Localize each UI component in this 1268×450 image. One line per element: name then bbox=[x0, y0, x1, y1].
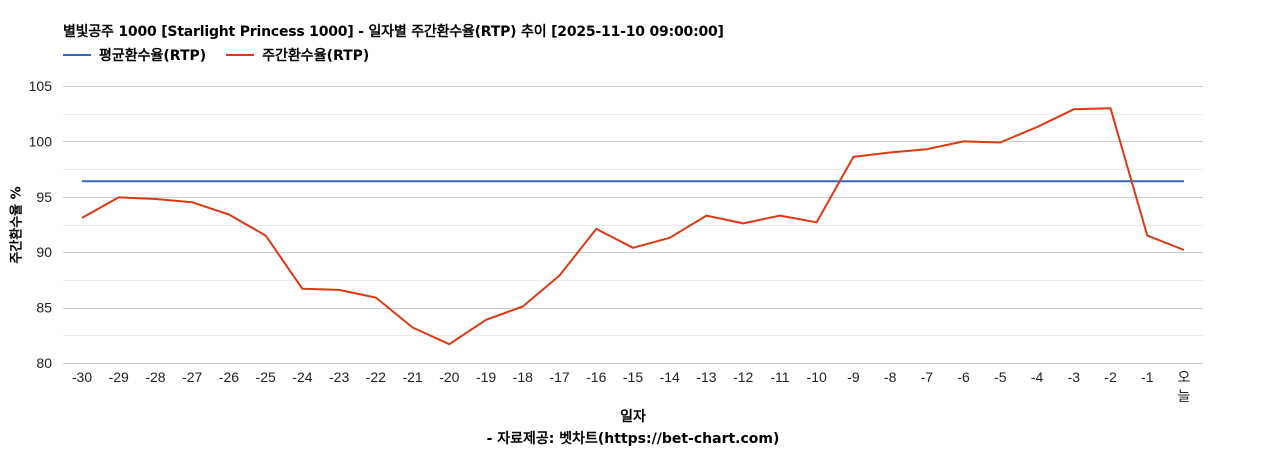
x-tick-label: -18 bbox=[513, 369, 533, 385]
x-tick-label: 오 bbox=[1178, 369, 1191, 385]
x-tick-label: -16 bbox=[586, 369, 606, 385]
y-tick-label: 105 bbox=[29, 78, 53, 94]
x-tick-label: -21 bbox=[402, 369, 422, 385]
x-tick-label: -2 bbox=[1104, 369, 1117, 385]
x-tick-label: -12 bbox=[733, 369, 753, 385]
legend-swatch-red-icon bbox=[226, 54, 255, 56]
x-tick-label: -6 bbox=[957, 369, 970, 385]
x-tick-label: -29 bbox=[109, 369, 129, 385]
legend: 평균환수율(RTP) 주간환수율(RTP) bbox=[63, 45, 389, 65]
x-tick-label: -8 bbox=[884, 369, 897, 385]
x-tick-label: -22 bbox=[366, 369, 386, 385]
weekly-rtp-line[interactable] bbox=[81, 107, 1185, 346]
x-tick-label: 늘 bbox=[1178, 388, 1191, 404]
chart-title: 별빛공주 1000 [Starlight Princess 1000] - 일자… bbox=[63, 24, 724, 40]
gridlines bbox=[63, 86, 1203, 364]
y-tick-label: 85 bbox=[36, 300, 52, 316]
x-tick-label: -23 bbox=[329, 369, 349, 385]
legend-label: 주간환수율(RTP) bbox=[262, 48, 370, 64]
y-tick-label: 100 bbox=[29, 133, 53, 149]
x-tick-label: -5 bbox=[994, 369, 1007, 385]
x-axis-label: 일자 bbox=[620, 409, 646, 425]
x-tick-label: -30 bbox=[72, 369, 92, 385]
x-tick-label: -1 bbox=[1141, 369, 1154, 385]
series-lines bbox=[81, 107, 1185, 346]
x-tick-label: -26 bbox=[219, 369, 239, 385]
x-tick-label: -11 bbox=[770, 369, 789, 385]
x-tick-label: -28 bbox=[145, 369, 165, 385]
legend-item-average[interactable]: 평균환수율(RTP) bbox=[63, 45, 206, 65]
x-tick-label: -24 bbox=[292, 369, 312, 385]
x-tick-label: -27 bbox=[182, 369, 202, 385]
x-tick-label: -20 bbox=[439, 369, 459, 385]
x-tick-label: -4 bbox=[1031, 369, 1044, 385]
legend-item-weekly[interactable]: 주간환수율(RTP) bbox=[226, 45, 369, 65]
x-tick-label: -14 bbox=[660, 369, 680, 385]
x-axis-ticks: -30 -29 -28 -27 -26 -25 -24 -23 -22 -21 -20 -19 -18-… bbox=[72, 369, 1191, 404]
x-tick-label: -7 bbox=[921, 369, 934, 385]
legend-label: 평균환수율(RTP) bbox=[99, 48, 207, 64]
y-tick-label: 80 bbox=[36, 355, 52, 371]
x-tick-label: -13 bbox=[696, 369, 716, 385]
data-source-credit: - 자료제공: 벳차트(https://bet-chart.com) bbox=[486, 431, 780, 447]
y-tick-label: 95 bbox=[36, 189, 52, 205]
x-tick-label: -19 bbox=[476, 369, 496, 385]
x-tick-label: -3 bbox=[1068, 369, 1081, 385]
x-tick-label: -10 bbox=[807, 369, 827, 385]
x-tick-label: -25 bbox=[256, 369, 276, 385]
y-tick-label: 90 bbox=[36, 244, 52, 260]
y-axis-label: 주간환수율 % bbox=[9, 186, 25, 264]
y-axis-ticks: 80 85 90 95 100 105 bbox=[29, 78, 53, 371]
x-tick-label: -15 bbox=[623, 369, 643, 385]
x-tick-label: -9 bbox=[847, 369, 860, 385]
legend-swatch-blue-icon bbox=[63, 54, 91, 56]
x-tick-label: -17 bbox=[549, 369, 569, 385]
